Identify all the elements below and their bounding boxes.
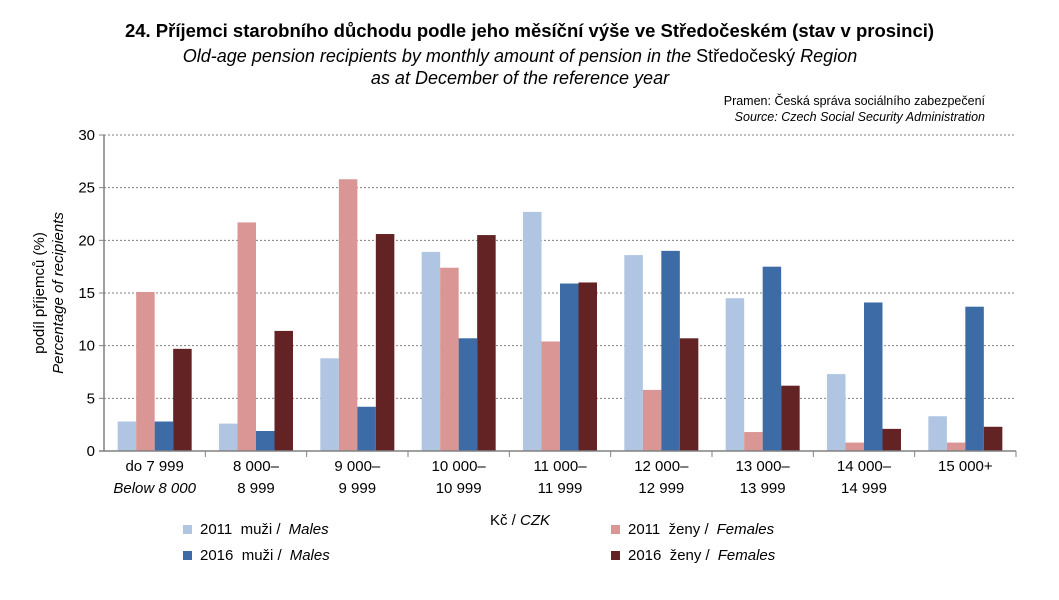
legend-item: 2016 ženy / Females [611, 547, 775, 564]
x-tick-label: 11 000– [533, 458, 587, 475]
y-tick-label: 30 [78, 127, 95, 144]
subtitle-part2: Region [800, 46, 858, 66]
x-tick-label: 10 000– [432, 458, 487, 475]
x-tick-label: 12 999 [638, 480, 684, 497]
bar-2011-mu-i [523, 211, 542, 451]
y-tick-label: 25 [78, 180, 95, 197]
legend-swatch [611, 551, 620, 560]
chart-subtitle-line2: as at December of the reference year [370, 68, 670, 88]
legend-label-en: Males [288, 521, 329, 538]
legend-label-en: Females [717, 547, 776, 564]
legend-swatch [183, 525, 192, 534]
chart-subtitle: Old-age pension recipients by monthly am… [0, 46, 1040, 67]
bar-2016-eny [477, 235, 496, 451]
bar-2016-eny [375, 234, 395, 451]
x-axis-title: Kč / CZK [0, 512, 1040, 529]
bar-2011-eny [237, 222, 256, 451]
x-tick-label: 8 000– [233, 458, 280, 475]
y-axis-title: podíl příjemců (%) [31, 232, 48, 354]
y-tick-label: 0 [87, 443, 95, 460]
x-tick-label: do 7 999 [125, 458, 183, 475]
bar-2011-eny [338, 179, 358, 452]
chart-title: 24. Příjemci starobního důchodu podle je… [124, 20, 935, 41]
bar-2011-eny [642, 389, 662, 451]
y-tick-label: 20 [78, 232, 95, 249]
x-tick-label: 11 999 [538, 480, 583, 497]
bar-2016-mu-i [458, 338, 478, 451]
x-tick-label: 13 000– [736, 458, 791, 475]
subtitle-part1: Old-age pension recipients by monthly am… [182, 46, 692, 66]
source-cz: Pramen: Česká správa sociálního zabezpeč… [723, 94, 985, 108]
bar-2016-eny [679, 338, 699, 451]
bar-2016-mu-i [560, 283, 579, 451]
bar-2011-mu-i [117, 421, 137, 451]
x-axis-title-cz: Kč / [489, 512, 516, 529]
subtitle-region: Středočeský [696, 46, 796, 66]
x-tick-label: 9 999 [339, 480, 377, 497]
x-tick-label: 14 000– [837, 458, 892, 475]
legend-label: 2016 ženy / [628, 547, 710, 564]
bar-2016-eny [274, 330, 293, 451]
bar-2011-eny [440, 267, 459, 451]
legend-label: 2011 muži / [200, 521, 281, 538]
bar-2011-mu-i [928, 416, 947, 451]
legend-label-en: Females [716, 521, 775, 538]
bar-2011-mu-i [320, 358, 339, 451]
legend-swatch [183, 551, 192, 560]
bar-2011-mu-i [725, 298, 745, 451]
y-tick-label: 10 [78, 338, 95, 355]
bar-2016-eny [882, 428, 901, 451]
bar-2016-eny [173, 348, 192, 451]
bar-2011-eny [136, 291, 155, 451]
bar-2016-mu-i [864, 302, 883, 451]
bar-2011-mu-i [624, 255, 643, 451]
bar-2011-eny [946, 442, 966, 451]
bar-2011-mu-i [827, 374, 846, 451]
bar-2016-mu-i [661, 250, 680, 451]
legend-item: 2011 muži / Males [183, 521, 329, 538]
bar-2016-mu-i [762, 266, 782, 451]
y-tick-label: 5 [87, 390, 95, 407]
legend-item: 2016 muži / Males [183, 547, 330, 564]
legend-label-en: Males [289, 547, 330, 564]
bar-2016-eny [578, 282, 597, 451]
bar-2011-mu-i [421, 251, 441, 451]
legend-swatch [611, 525, 620, 534]
bar-2016-eny [781, 385, 800, 451]
bar-2011-eny [541, 341, 560, 451]
x-tick-label: 14 999 [841, 480, 887, 497]
legend-label: 2011 ženy / [628, 521, 709, 538]
bar-2011-eny [744, 432, 763, 451]
x-tick-label: 8 999 [237, 480, 275, 497]
x-tick-label: 9 000– [334, 458, 381, 475]
x-tick-label: 10 999 [436, 480, 482, 497]
legend-label: 2016 muži / [200, 547, 282, 564]
bar-2016-mu-i [357, 406, 376, 451]
bar-2016-mu-i [256, 430, 275, 451]
legend-item: 2011 ženy / Females [611, 521, 774, 538]
x-tick-label: 13 999 [740, 480, 786, 497]
y-tick-label: 15 [78, 285, 95, 302]
bar-2016-mu-i [965, 306, 984, 451]
bar-2016-eny [983, 426, 1003, 451]
x-tick-label: 12 000– [634, 458, 689, 475]
x-axis-title-en: CZK [520, 512, 550, 529]
source-en: Source: Czech Social Security Administra… [734, 110, 985, 124]
x-tick-label: Below 8 000 [113, 480, 196, 497]
bar-2011-mu-i [219, 423, 238, 451]
bar-2016-mu-i [154, 421, 174, 451]
y-axis-title-en: Percentage of recipients [50, 212, 67, 374]
x-tick-label: 15 000+ [938, 458, 993, 475]
bar-2011-eny [845, 442, 864, 451]
